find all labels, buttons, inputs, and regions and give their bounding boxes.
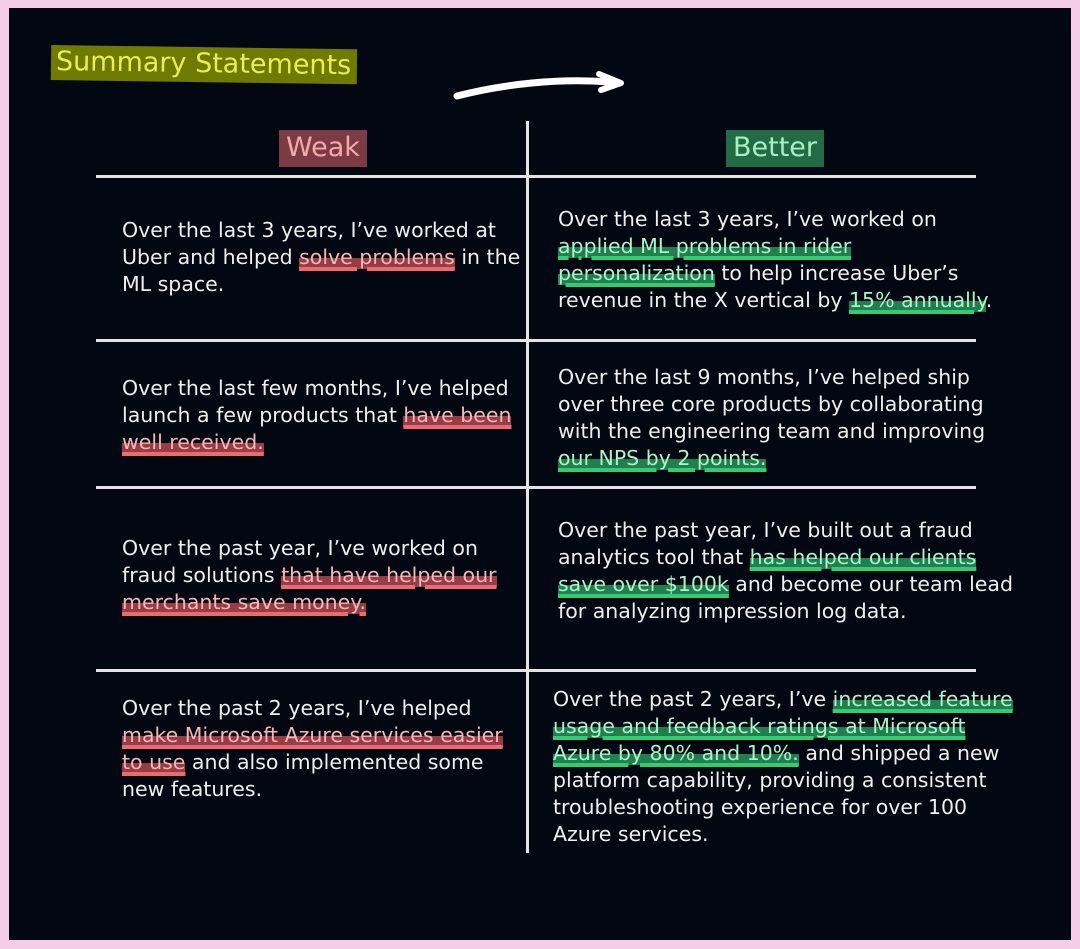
statement-text: Over the last few months, I’ve helped la… <box>122 376 509 427</box>
statement-text: Over the last 3 years, I’ve worked at Ub… <box>122 218 496 269</box>
better-highlight: our NPS by 2 points. <box>558 446 767 470</box>
statement-text: in the ML space. <box>122 245 521 296</box>
row-divider <box>96 486 976 489</box>
weak-statement-2: Over the last few months, I’ve helped la… <box>122 375 522 456</box>
better-highlight: 15% annually <box>848 288 986 312</box>
header-weak: Weak <box>279 130 367 167</box>
statement-text: Over the last 3 years, I’ve worked on <box>558 207 937 231</box>
statement-text: Over the past year, I’ve worked on fraud… <box>122 536 478 587</box>
statement-text: and shipped a new platform capability, p… <box>553 741 1000 846</box>
canvas: Summary Statements Weak Better Over the … <box>9 8 1071 940</box>
weak-statement-3: Over the past year, I’ve worked on fraud… <box>122 535 502 616</box>
statement-text: Over the last 9 months, I’ve helped ship… <box>558 365 986 443</box>
arrow-right-icon <box>453 71 624 100</box>
page-title: Summary Statements <box>50 45 358 85</box>
statement-text: and become our team lead for analyzing i… <box>558 572 1013 623</box>
weak-statement-1: Over the last 3 years, I’ve worked at Ub… <box>122 217 522 298</box>
header-divider <box>96 175 976 178</box>
statement-text: . <box>985 288 993 312</box>
weak-highlight: solve problems <box>299 245 455 269</box>
row-divider <box>96 669 976 672</box>
weak-statement-4: Over the past 2 years, I’ve helped make … <box>122 695 522 803</box>
row-divider <box>96 339 976 342</box>
better-statement-2: Over the last 9 months, I’ve helped ship… <box>558 364 1018 472</box>
statement-text: Over the past 2 years, I’ve <box>553 687 833 711</box>
statement-text: Over the past year, I’ve built out a fra… <box>558 518 973 569</box>
better-statement-4: Over the past 2 years, I’ve increased fe… <box>553 686 1023 848</box>
better-statement-3: Over the past year, I’ve built out a fra… <box>558 517 1018 625</box>
statement-text: and also implemented some new features. <box>122 750 484 801</box>
better-statement-1: Over the last 3 years, I’ve worked on ap… <box>558 206 998 314</box>
header-better: Better <box>726 130 825 167</box>
statement-text: Over the past 2 years, I’ve helped <box>122 696 472 720</box>
statement-text: to help increase Uber’s revenue in the X… <box>558 261 959 312</box>
